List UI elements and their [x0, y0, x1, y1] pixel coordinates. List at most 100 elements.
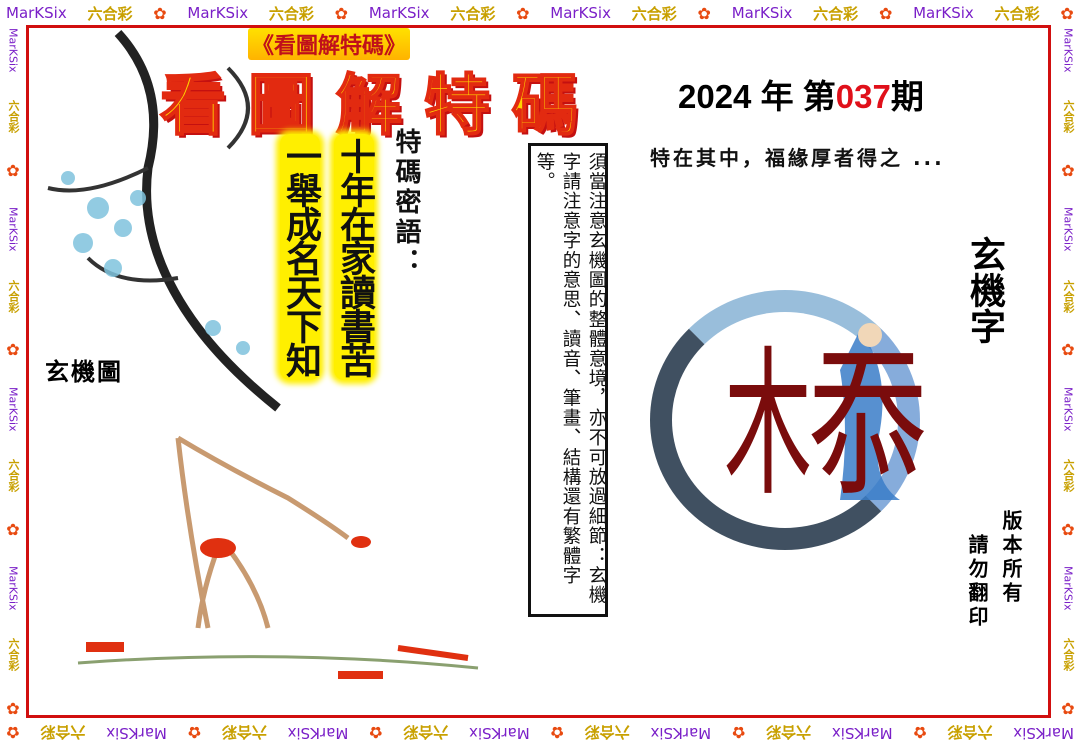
year-unit: 年	[760, 78, 794, 115]
fruit	[351, 536, 371, 548]
poem-line-1: 十年在家讀書苦	[334, 134, 375, 380]
brand-en-text: MarKSix	[731, 4, 793, 22]
brand-en-text: MarKSix	[6, 386, 20, 432]
brand-en-text: MarKSix	[287, 724, 349, 742]
brand-zh-text: 六合彩	[221, 723, 267, 742]
flower-icon: ✿	[1058, 340, 1078, 360]
flower-icon: ✿	[1058, 519, 1078, 539]
instructions-box: 須當注意玄機圖的整體意境，亦不可放過細節：玄機 字請注意字的意思、讀音、筆畫、結…	[528, 143, 608, 617]
left-border-strip: MarKSix 六合彩 ✿ MarKSix 六合彩 ✿ MarKSix 六合彩 ✿ MarKSix…	[1, 28, 25, 718]
instructions-col-1: 須當注意玄機圖的整體意境，亦不可放過細節：玄機	[586, 152, 607, 606]
plum-branch	[114, 29, 281, 412]
copyright-notice: 版本所有 請勿翻印	[965, 510, 1023, 630]
flower-icon: ✿	[731, 723, 746, 743]
brand-en-text: MarKSix	[469, 724, 530, 742]
issue-number: 037	[835, 78, 891, 115]
copyright-col-2: 請勿翻印	[965, 534, 989, 630]
brand-zh-text: 六合彩	[631, 4, 677, 23]
brand-zh-text: 六合彩	[7, 458, 20, 492]
flower-icon: ✿	[369, 723, 383, 743]
map-label: 玄機圖	[45, 358, 123, 386]
brand-en-text: MarKSix	[6, 566, 20, 611]
brand-zh-text: 六合彩	[813, 4, 859, 23]
red-object	[86, 642, 124, 652]
scholar-figure	[840, 323, 900, 500]
brand-en-text: MarKSix	[6, 28, 20, 73]
brand-zh-text: 六合彩	[1062, 458, 1075, 492]
flower-icon: ✿	[153, 3, 167, 23]
brand-zh-text: 六合彩	[268, 4, 314, 23]
brand-en-text: MarKSix	[187, 4, 249, 22]
brand-zh-text: 六合彩	[766, 723, 812, 742]
flower-icon: ✿	[913, 723, 927, 743]
figure-clothing	[200, 538, 236, 558]
copyright-col-1: 版本所有	[999, 510, 1023, 606]
key-character: 木 忝	[688, 335, 948, 515]
brand-zh-text: 六合彩	[450, 4, 496, 23]
flower-icon: ✿	[1060, 3, 1074, 23]
brand-zh-text: 六合彩	[947, 723, 993, 742]
flower-icon: ✿	[3, 519, 23, 539]
flower-icon: ✿	[3, 698, 23, 718]
brand-en-text: MarKSix	[1013, 724, 1074, 742]
brand-zh-text: 六合彩	[7, 638, 20, 672]
brand-zh-text: 六合彩	[403, 723, 449, 742]
brand-zh-text: 六合彩	[40, 723, 86, 742]
brand-zh-text: 六合彩	[1062, 279, 1075, 313]
brand-en-text: MarKSix	[650, 724, 712, 742]
brand-zh-text: 六合彩	[1062, 100, 1075, 134]
flower-icon: ✿	[1058, 698, 1078, 718]
brand-zh-text: 六合彩	[1062, 638, 1075, 672]
brand-en-text: MarKSix	[6, 207, 20, 252]
flower-icon: ✿	[6, 723, 20, 743]
plum-blossoms	[61, 171, 250, 355]
brand-en-text: MarKSix	[1061, 207, 1075, 252]
flower-icon: ✿	[697, 3, 711, 23]
brand-en-text: MarKSix	[6, 4, 67, 22]
brand-en-text: MarKSix	[1061, 386, 1075, 432]
figure-sketch	[175, 435, 350, 629]
brand-zh-text: 六合彩	[584, 723, 630, 742]
issue-label: 2024 年 第037期	[678, 70, 924, 118]
brand-en-text: MarKSix	[913, 4, 974, 22]
hint-text: 特在其中，福緣厚者得之 ...	[650, 146, 945, 170]
brand-zh-text: 六合彩	[7, 279, 20, 313]
flower-icon: ✿	[3, 160, 23, 180]
flower-icon: ✿	[3, 340, 23, 360]
year: 2024	[678, 78, 752, 115]
brand-en-text: MarKSix	[831, 724, 893, 742]
subtitle: 《看圖解特碼》	[248, 28, 411, 60]
brand-zh-text: 六合彩	[994, 4, 1040, 23]
secret-words-label: 特碼密語：	[391, 128, 421, 278]
red-object	[397, 645, 469, 661]
key-char-right: 忝	[808, 331, 929, 518]
top-border-strip: MarKSix 六合彩 ✿ MarKSix 六合彩 ✿ MarKSix 六合彩 ✿ MarKSix…	[6, 2, 1074, 24]
page-title: 看圖解特碼	[159, 65, 600, 145]
bottom-border-strip: MarKSix 六合彩 ✿ MarKSix 六合彩 ✿ MarKSix 六合彩 ✿ MarKSix…	[6, 722, 1074, 744]
brand-en-text: MarKSix	[106, 724, 167, 742]
issue-suffix: 期	[890, 78, 924, 115]
flower-icon: ✿	[516, 3, 530, 23]
char-label: 玄機字	[964, 236, 1005, 344]
ground	[77, 655, 479, 670]
red-frame	[26, 25, 1051, 718]
flower-icon: ✿	[550, 723, 564, 743]
key-char-left: 木	[724, 331, 813, 518]
flower-icon: ✿	[878, 3, 893, 23]
brand-en-text: MarKSix	[1061, 28, 1075, 73]
flower-icon: ✿	[187, 723, 202, 743]
brand-zh-text: 六合彩	[7, 100, 20, 134]
issue-prefix: 第	[802, 78, 836, 115]
brand-zh-text: 六合彩	[87, 4, 133, 23]
instructions-col-2: 字請注意字的意思、讀音、筆畫、結構還有繁體字等。	[534, 152, 581, 586]
brand-en-text: MarKSix	[368, 4, 430, 22]
brand-en-text: MarKSix	[550, 4, 611, 22]
plum-twig	[47, 66, 250, 283]
red-object	[338, 671, 383, 679]
flower-icon: ✿	[334, 3, 349, 23]
right-border-strip: MarKSix 六合彩 ✿ MarKSix 六合彩 ✿ MarKSix 六合彩 ✿ MarKSix…	[1056, 28, 1080, 718]
poem-line-2: 一舉成名天下知	[280, 134, 321, 380]
brand-en-text: MarKSix	[1061, 566, 1075, 611]
ink-painting	[47, 29, 479, 679]
